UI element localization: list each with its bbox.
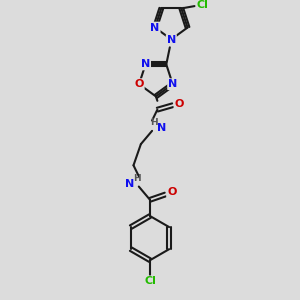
Text: N: N (150, 22, 160, 33)
Text: N: N (141, 59, 150, 69)
Text: O: O (134, 79, 144, 89)
Text: Cl: Cl (144, 276, 156, 286)
Text: N: N (168, 79, 177, 89)
Text: N: N (125, 178, 134, 189)
Text: O: O (175, 99, 184, 109)
Text: H: H (134, 174, 141, 183)
Text: Cl: Cl (196, 0, 208, 10)
Text: H: H (150, 118, 158, 127)
Text: N: N (157, 123, 166, 133)
Text: N: N (167, 35, 176, 45)
Text: O: O (167, 187, 176, 197)
